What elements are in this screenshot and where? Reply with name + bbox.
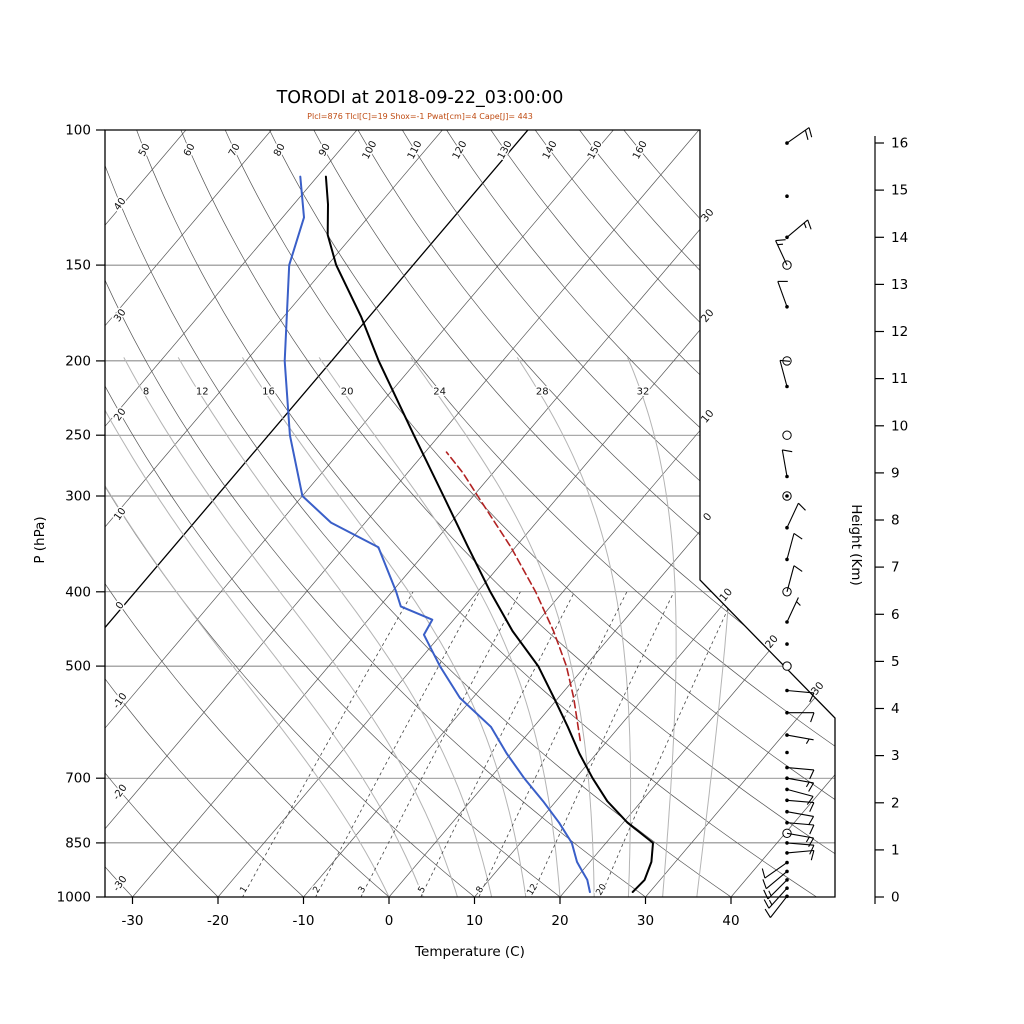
svg-text:120: 120 bbox=[451, 139, 470, 161]
svg-text:12: 12 bbox=[526, 882, 541, 897]
svg-text:11: 11 bbox=[891, 371, 908, 387]
svg-text:2: 2 bbox=[891, 795, 900, 811]
svg-text:850: 850 bbox=[65, 835, 91, 851]
svg-text:24: 24 bbox=[433, 386, 446, 397]
temperature-curve bbox=[324, 175, 654, 893]
svg-text:3: 3 bbox=[891, 748, 900, 764]
svg-text:20: 20 bbox=[699, 307, 717, 325]
svg-text:110: 110 bbox=[406, 139, 425, 161]
svg-text:10: 10 bbox=[891, 418, 908, 434]
svg-text:5: 5 bbox=[417, 885, 429, 895]
svg-text:0: 0 bbox=[891, 890, 900, 906]
svg-text:30: 30 bbox=[809, 680, 827, 698]
svg-text:1: 1 bbox=[891, 842, 900, 858]
svg-text:400: 400 bbox=[65, 584, 91, 600]
svg-text:9: 9 bbox=[891, 465, 900, 481]
parcel-curve bbox=[445, 451, 582, 742]
svg-text:700: 700 bbox=[65, 771, 91, 787]
svg-text:1000: 1000 bbox=[57, 890, 91, 906]
svg-text:90: 90 bbox=[317, 142, 333, 158]
svg-text:5: 5 bbox=[891, 654, 900, 670]
chart-subtitle: Plcl=876 Tlcl[C]=19 Shox=-1 Pwat[cm]=4 C… bbox=[307, 112, 533, 121]
svg-text:-30: -30 bbox=[121, 913, 143, 929]
svg-text:-20: -20 bbox=[207, 913, 229, 929]
svg-text:10: 10 bbox=[699, 408, 717, 426]
svg-text:100: 100 bbox=[361, 139, 380, 161]
svg-text:14: 14 bbox=[891, 230, 908, 246]
svg-text:-10: -10 bbox=[292, 913, 314, 929]
svg-text:40: 40 bbox=[112, 196, 128, 213]
svg-text:30: 30 bbox=[637, 913, 654, 929]
svg-text:300: 300 bbox=[65, 489, 91, 505]
sounding-curves bbox=[283, 175, 654, 893]
svg-text:60: 60 bbox=[182, 142, 198, 158]
svg-text:6: 6 bbox=[891, 607, 900, 623]
svg-text:-10: -10 bbox=[111, 691, 129, 711]
svg-text:Height (Km): Height (Km) bbox=[848, 504, 864, 585]
svg-text:16: 16 bbox=[891, 136, 908, 152]
chart-title: TORODI at 2018-09-22_03:00:00 bbox=[276, 88, 564, 108]
svg-text:Temperature (C): Temperature (C) bbox=[414, 944, 525, 960]
svg-text:8: 8 bbox=[891, 513, 900, 529]
svg-text:0: 0 bbox=[114, 600, 127, 612]
svg-text:80: 80 bbox=[272, 142, 288, 158]
svg-text:4: 4 bbox=[891, 701, 900, 717]
svg-text:100: 100 bbox=[65, 123, 91, 139]
svg-text:10: 10 bbox=[466, 913, 483, 929]
svg-text:500: 500 bbox=[65, 659, 91, 675]
svg-text:250: 250 bbox=[65, 428, 91, 444]
svg-text:150: 150 bbox=[65, 258, 91, 274]
svg-text:12: 12 bbox=[891, 324, 908, 340]
svg-text:30: 30 bbox=[112, 307, 128, 324]
svg-text:0: 0 bbox=[385, 913, 394, 929]
svg-text:0: 0 bbox=[701, 511, 714, 524]
svg-text:20: 20 bbox=[595, 882, 610, 897]
svg-text:30: 30 bbox=[699, 206, 717, 224]
isopleth-lines bbox=[105, 130, 835, 897]
svg-text:70: 70 bbox=[227, 142, 243, 158]
svg-text:7: 7 bbox=[891, 560, 900, 576]
svg-text:32: 32 bbox=[637, 386, 650, 397]
svg-text:10: 10 bbox=[717, 586, 735, 604]
svg-text:200: 200 bbox=[65, 353, 91, 369]
dewpoint-curve bbox=[283, 175, 591, 893]
svg-text:P (hPa): P (hPa) bbox=[32, 516, 48, 563]
svg-text:8: 8 bbox=[143, 386, 149, 397]
svg-text:12: 12 bbox=[196, 386, 209, 397]
svg-text:13: 13 bbox=[891, 277, 908, 293]
svg-text:28: 28 bbox=[536, 386, 549, 397]
isopleth-labels: 50 60 70 80 90 100 110 120 130 140 150 160403020100… bbox=[110, 138, 828, 899]
svg-text:15: 15 bbox=[891, 183, 908, 199]
wind-barbs bbox=[761, 127, 815, 918]
svg-text:16: 16 bbox=[262, 386, 275, 397]
svg-text:130: 130 bbox=[496, 139, 515, 161]
svg-text:140: 140 bbox=[541, 139, 560, 161]
svg-text:20: 20 bbox=[341, 386, 354, 397]
svg-text:50: 50 bbox=[137, 142, 153, 158]
svg-text:8: 8 bbox=[475, 885, 487, 895]
svg-text:20: 20 bbox=[112, 407, 128, 424]
svg-text:20: 20 bbox=[551, 913, 568, 929]
svg-text:40: 40 bbox=[722, 913, 739, 929]
